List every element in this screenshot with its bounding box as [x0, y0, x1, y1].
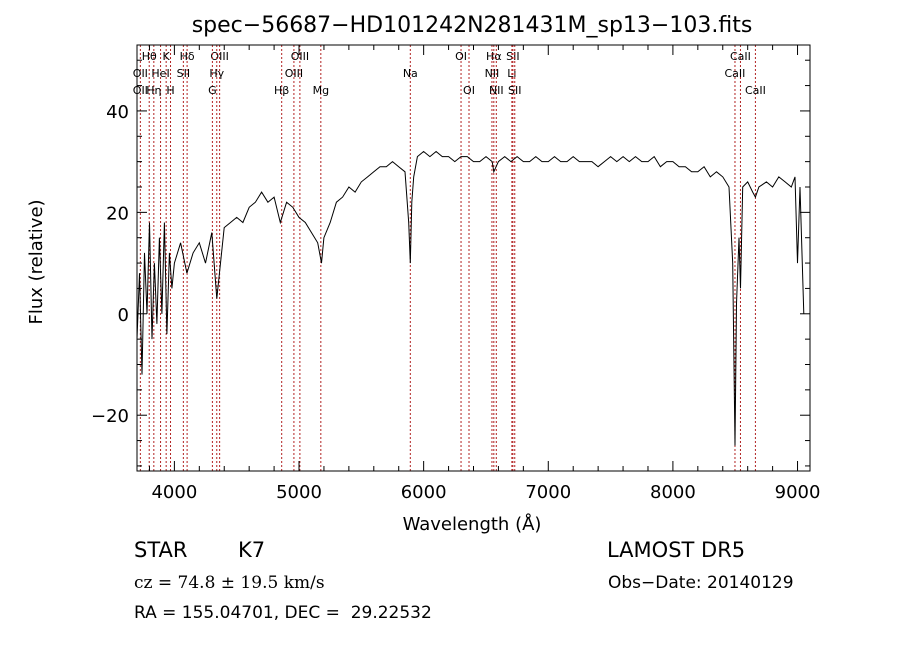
line-marker-label: CaII [745, 84, 766, 97]
line-marker-label: OII [133, 67, 148, 80]
object-subclass: K7 [238, 538, 266, 562]
line-marker-label: OI [463, 84, 475, 97]
line-marker-label: CaII [730, 50, 751, 63]
axis-ticks: 4000 5000 6000 7000 8000 9000 −20 0 20 40 [91, 45, 820, 503]
line-marker-label: NII [489, 84, 504, 97]
line-marker-label: OIII [210, 50, 228, 63]
line-marker-label: Mg [313, 84, 329, 97]
line-marker-label: NII [485, 67, 500, 80]
x-axis-label: Wavelength (Å) [403, 513, 542, 535]
plot-frame [136, 44, 811, 472]
x-tick-label: 9000 [775, 482, 821, 503]
ra-dec-coordinates: RA = 155.04701, DEC = 29.22532 [134, 603, 432, 623]
x-tick-label: 6000 [401, 482, 447, 503]
y-tick-label: −20 [91, 406, 129, 427]
line-marker-label: K [163, 50, 171, 63]
line-marker-label: OIII [291, 50, 309, 63]
line-marker-label: Hγ [209, 67, 224, 80]
line-marker-label: G [208, 84, 217, 97]
line-marker-label: SII [177, 67, 190, 80]
line-marker-label: HeI [151, 67, 169, 80]
line-marker-label: Hθ [142, 50, 157, 63]
x-tick-label: 8000 [650, 482, 696, 503]
line-marker-label: H [166, 84, 174, 97]
redshift-cz: cz = 74.8 ± 19.5 km/s [134, 573, 325, 593]
y-tick-label: 20 [106, 203, 129, 224]
y-tick-label: 0 [118, 305, 129, 326]
x-tick-label: 4000 [151, 482, 197, 503]
chart-title: spec−56687−HD101242N281431M_sp13−103.fit… [192, 13, 753, 38]
object-class: STAR [134, 538, 188, 562]
line-marker-label: Na [403, 67, 418, 80]
line-marker-label: Hδ [180, 50, 195, 63]
line-marker-label: CaII [725, 67, 746, 80]
line-marker-label: Hβ [274, 84, 289, 97]
spectrum-line [136, 150, 805, 446]
line-marker-label: Hα [486, 50, 502, 63]
x-tick-label: 5000 [276, 482, 322, 503]
line-marker-label: SII [506, 50, 519, 63]
line-marker-label: OI [455, 50, 467, 63]
line-marker-label: Li [507, 67, 516, 80]
observation-date: Obs−Date: 20140129 [608, 573, 794, 593]
x-tick-label: 7000 [525, 482, 571, 503]
line-marker-label: OIII [285, 67, 303, 80]
y-tick-label: 40 [106, 102, 129, 123]
survey-name: LAMOST DR5 [607, 538, 746, 562]
line-marker-label: Hη [146, 84, 161, 97]
line-marker-label: SII [508, 84, 521, 97]
y-axis-label: Flux (relative) [26, 199, 47, 324]
